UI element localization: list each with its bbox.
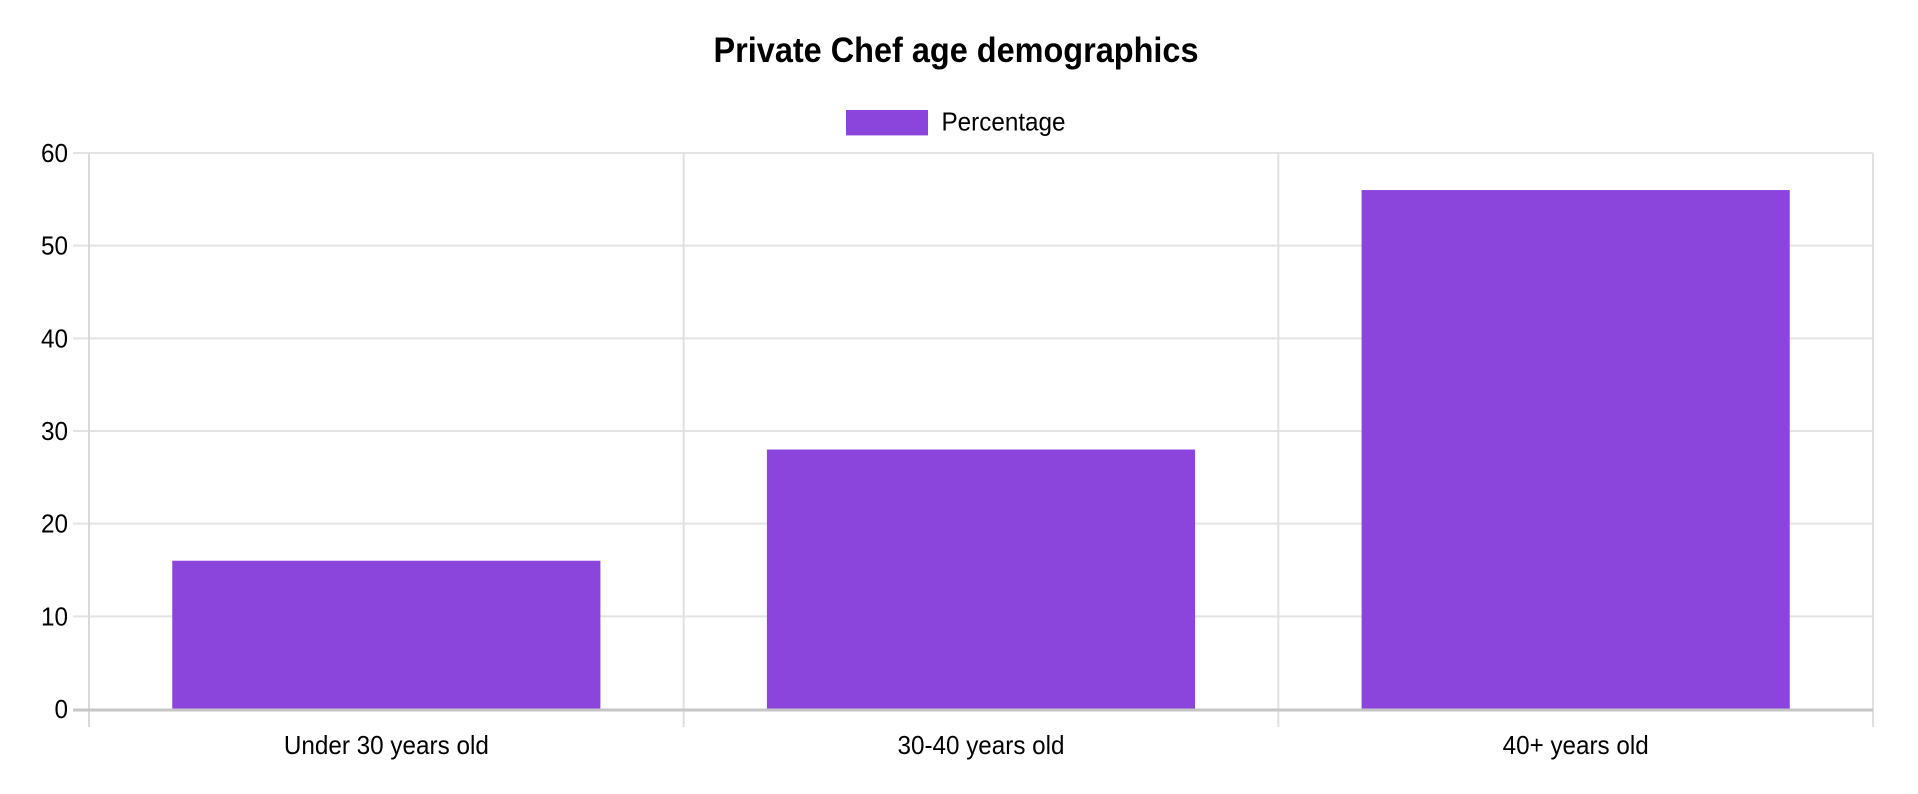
svg-text:20: 20 [41, 509, 68, 539]
svg-text:50: 50 [41, 231, 68, 261]
svg-text:30-40 years old: 30-40 years old [898, 730, 1065, 760]
svg-text:30: 30 [41, 416, 68, 446]
svg-text:Under 30 years old: Under 30 years old [284, 730, 489, 760]
svg-text:10: 10 [41, 601, 68, 631]
svg-text:Percentage: Percentage [942, 107, 1066, 137]
svg-text:40: 40 [41, 323, 68, 353]
svg-text:Private Chef age demographics: Private Chef age demographics [714, 30, 1199, 70]
svg-text:40+ years old: 40+ years old [1503, 730, 1649, 760]
svg-text:60: 60 [41, 138, 68, 168]
svg-text:0: 0 [55, 694, 69, 724]
